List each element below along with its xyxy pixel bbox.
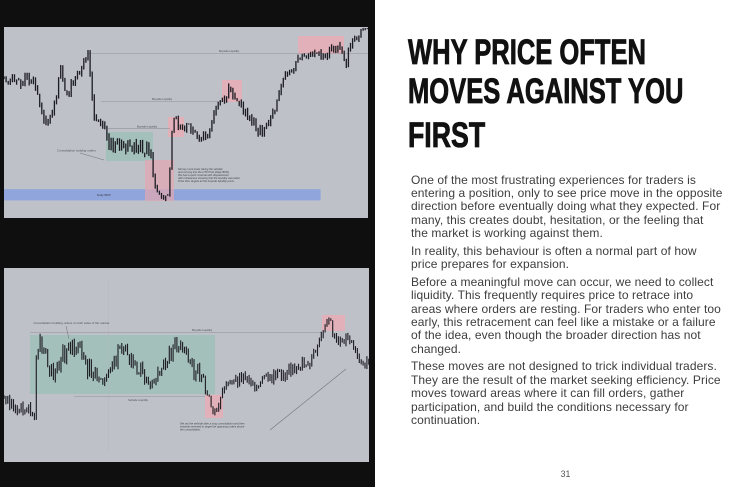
svg-text:Sellside Liquidity: Sellside Liquidity	[128, 398, 149, 402]
svg-text:Buyside Liquidity: Buyside Liquidity	[192, 328, 213, 332]
svg-text:with imbalances showing that t: with imbalances showing that the liquidi…	[178, 176, 241, 180]
svg-text:Price then targets all the buy: Price then targets all the buyside liqui…	[178, 179, 235, 183]
svg-text:and running into the HTF POA (: and running into the HTF POA (Daily BPR)…	[178, 170, 230, 174]
svg-text:Buyside Liquidity: Buyside Liquidity	[219, 49, 240, 53]
svg-text:Strong move lower taking the s: Strong move lower taking the sellside	[178, 167, 223, 171]
svg-text:the consolidation.: the consolidation.	[180, 427, 201, 431]
svg-text:Buyside Liquidity: Buyside Liquidity	[137, 124, 158, 128]
svg-text:Consolidation building orders: Consolidation building orders	[57, 149, 96, 153]
svg-text:instantly reversed to target t: instantly reversed to target the opposin…	[180, 424, 245, 428]
svg-text:We ran the sellside after a lo: We ran the sellside after a long consoli…	[180, 421, 245, 425]
svg-text:Daily BPR: Daily BPR	[97, 193, 112, 197]
svg-text:Buyside Liquidity: Buyside Liquidity	[152, 97, 173, 101]
svg-text:We had a quick reversal with d: We had a quick reversal with displacemen…	[178, 173, 229, 177]
svg-text:Consolidation building orders: Consolidation building orders on both si…	[34, 321, 111, 325]
